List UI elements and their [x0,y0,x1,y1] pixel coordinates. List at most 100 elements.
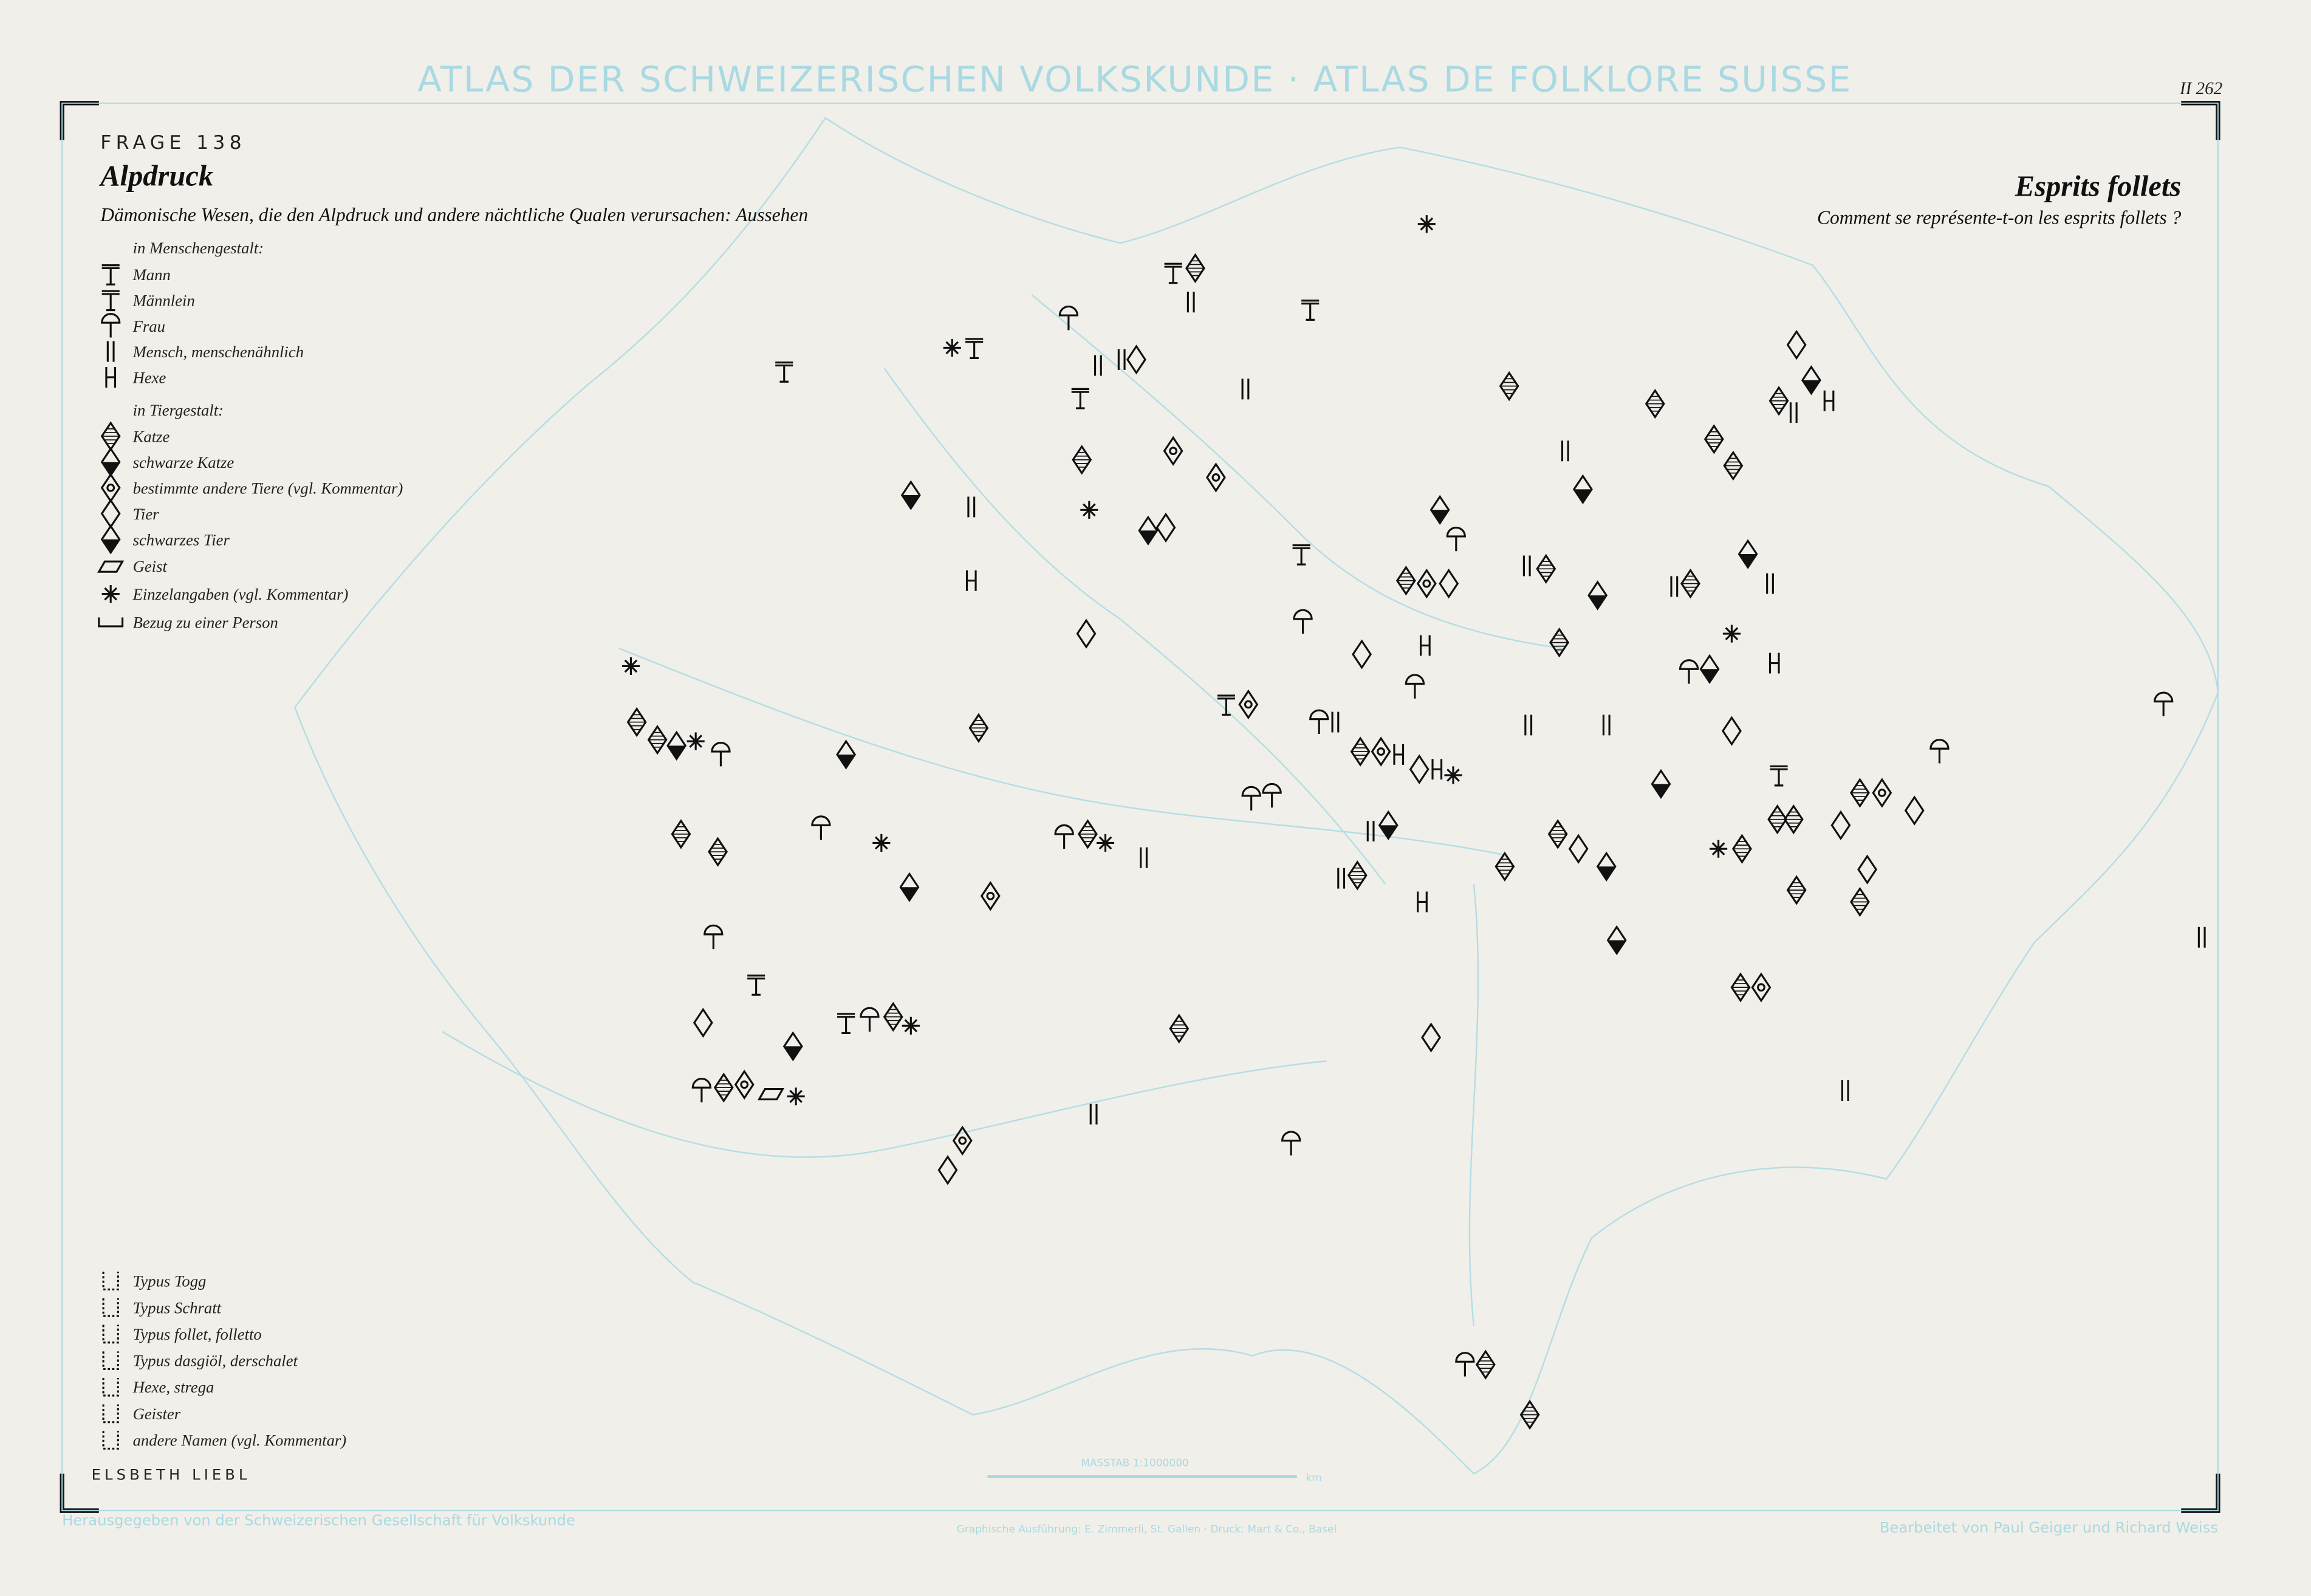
symbol [1185,253,1205,284]
symbol [1331,711,1340,733]
geist [757,1087,785,1101]
symbol [1602,714,1611,736]
symbol [1126,344,1146,375]
star [1444,766,1462,784]
symbol [2154,691,2174,716]
legend-heading: in Tiergestalt: [133,401,224,419]
symbol [1767,804,1788,835]
dot [1422,579,1431,588]
symbol [1455,1352,1475,1377]
symbol [1238,689,1259,720]
star [1710,840,1728,858]
mensch [1089,1103,1098,1125]
mensch [1094,355,1102,376]
frau [860,1007,880,1032]
fill [101,539,120,553]
symbol [1420,635,1431,656]
footer-center: Graphische Ausführung: E. Zimmerli, St. … [957,1524,1337,1536]
mann [1301,300,1320,321]
diamond [1536,553,1556,584]
symbol [872,834,891,852]
fill [1139,530,1157,544]
diamond [1163,436,1183,466]
map-frame [61,102,2219,1512]
dot [1169,447,1178,456]
frau [691,1078,712,1103]
symbol [1444,766,1462,784]
frau [1058,306,1079,331]
symbol [1337,868,1346,889]
legend-label: Bezug zu einer Person [133,613,278,631]
dotted [102,1324,119,1344]
diamond [1730,972,1751,1002]
symbol [1850,778,1870,808]
mensch [1241,378,1250,400]
mensch [1766,573,1774,594]
symbol [101,264,120,286]
symbol [1786,329,1807,360]
symbol [968,713,989,743]
frau [1241,786,1261,811]
star [902,1016,920,1035]
mann [747,974,765,996]
diamond [1350,736,1371,767]
star [787,1087,805,1106]
diamond [883,1002,903,1032]
mensch [1140,847,1148,868]
mann [1770,765,1788,787]
symbol [1352,639,1372,670]
symbol [1549,627,1570,658]
symbol [1722,625,1741,643]
legend-heading: in Menschengestalt: [133,239,264,257]
frau [704,924,724,950]
symbol [1699,654,1720,684]
frau [1405,674,1425,699]
symbol [1140,847,1148,868]
symbol [1281,1131,1301,1156]
symbol [1186,292,1195,313]
symbol [2197,926,2206,948]
symbol [1850,886,1870,917]
diamond [708,837,728,867]
symbol [1723,450,1744,481]
diamond [1169,1013,1190,1044]
symbol [102,1431,119,1450]
symbol [775,361,793,383]
symbol [1072,445,1092,475]
frau [1929,739,1950,764]
legend-label: schwarze Katze [133,453,235,471]
diamond [968,713,989,743]
mann [1164,262,1182,284]
frau [1455,1352,1475,1377]
diamond [1768,386,1789,416]
legend-label: Mensch, menschenähnlich [132,343,304,361]
mensch [1366,821,1375,842]
footer-left: Herausgegeben von der Schweizerischen Ge… [62,1512,575,1529]
diamond [937,1155,958,1185]
symbol [1904,795,1925,826]
symbol [1841,1080,1849,1101]
symbol [1393,744,1405,765]
diamond [1138,515,1159,546]
symbol [1350,736,1371,767]
mann [1071,388,1089,409]
symbol [1094,355,1102,376]
fill [1652,784,1670,798]
symbol [666,730,687,761]
frau [1262,783,1282,808]
title-fr: Esprits follets [2015,171,2182,203]
symbol [626,707,647,738]
diamond [1850,778,1870,808]
scale-unit: km [1306,1472,1321,1484]
symbol [1536,553,1556,584]
symbol [1499,371,1519,402]
symbol [102,1351,119,1371]
symbol [1241,786,1261,811]
symbol [965,338,984,360]
symbol [693,1007,713,1038]
symbol [1421,1022,1442,1053]
mann [1292,544,1310,566]
legend-label: Hexe [132,369,166,387]
diamond [1801,365,1821,396]
legend-label: Geister [133,1405,181,1423]
